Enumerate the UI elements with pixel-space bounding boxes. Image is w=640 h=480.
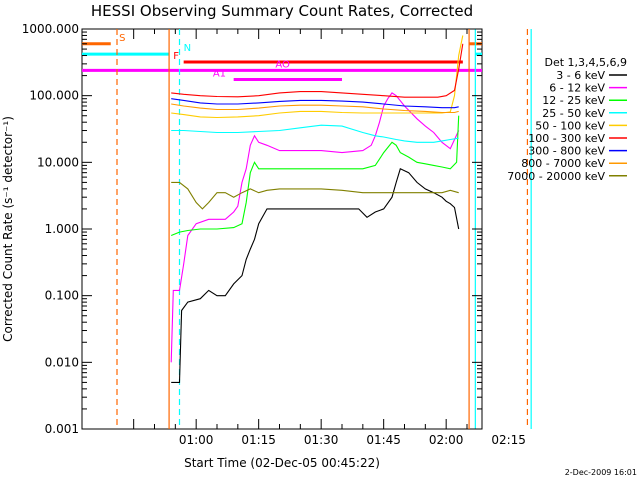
y-tick-label: 0.001 bbox=[45, 422, 79, 436]
y-axis-label: Corrected Count Rate (s⁻¹ detector⁻¹) bbox=[1, 116, 15, 342]
series-line bbox=[171, 98, 459, 109]
flag-bar-label: S bbox=[119, 33, 125, 44]
time-markers bbox=[116, 29, 532, 429]
flag-bar-label: A1 bbox=[213, 68, 226, 79]
y-tick-label: 10.000 bbox=[37, 155, 79, 169]
series-line bbox=[171, 124, 459, 143]
legend-label: 300 - 800 keV bbox=[528, 145, 605, 158]
chart-title: HESSI Observing Summary Count Rates, Cor… bbox=[91, 2, 473, 20]
series-line bbox=[171, 103, 459, 114]
series-line bbox=[170, 115, 460, 237]
x-tick-label: 01:30 bbox=[304, 433, 339, 447]
x-tick-label: 01:45 bbox=[366, 433, 401, 447]
series-line bbox=[171, 181, 459, 210]
plot-area: S NF AO A1 0.001 0.010 0.100 1.000 10.000 100.00… bbox=[22, 22, 532, 447]
flag-bars: S NF AO A1 bbox=[82, 33, 482, 81]
series-line bbox=[171, 43, 464, 98]
x-axis-label: Start Time (02-Dec-05 00:45:22) bbox=[184, 456, 380, 470]
series-line bbox=[171, 35, 464, 119]
y-tick-label: 100.000 bbox=[29, 89, 79, 103]
legend-label: 6 - 12 keV bbox=[549, 82, 605, 95]
x-tick-label: 01:15 bbox=[241, 433, 276, 447]
x-tick-label: 01:00 bbox=[179, 433, 214, 447]
x-tick-label: 02:15 bbox=[491, 433, 526, 447]
y-tick-label: 0.010 bbox=[45, 355, 79, 369]
series-line bbox=[171, 168, 460, 383]
flag-bar-label: F bbox=[173, 51, 179, 62]
y-axis: 0.001 0.010 0.100 1.000 10.000 100.000 1000.00… bbox=[22, 22, 482, 436]
legend-label: 3 - 6 keV bbox=[556, 69, 605, 82]
y-tick-label: 1000.000 bbox=[22, 22, 79, 36]
y-tick-label: 1.000 bbox=[45, 222, 79, 236]
legend-label: 12 - 25 keV bbox=[542, 94, 605, 107]
legend-label: 50 - 100 keV bbox=[535, 119, 605, 132]
x-axis: 01:00 01:15 01:30 01:45 02:00 02:15 bbox=[133, 29, 526, 447]
legend-label: 100 - 300 keV bbox=[528, 132, 605, 145]
y-tick-label: 0.100 bbox=[45, 289, 79, 303]
legend-title: Det 1,3,4,5,6,9 bbox=[544, 56, 627, 69]
flag-bar-label: N bbox=[184, 43, 191, 54]
timestamp: 2-Dec-2009 16:01 bbox=[565, 468, 637, 477]
plot-frame bbox=[81, 28, 483, 430]
series-lines bbox=[170, 35, 464, 383]
legend-label: 25 - 50 keV bbox=[542, 107, 605, 120]
flag-bar-label: AO bbox=[275, 59, 290, 70]
legend-label: 800 - 7000 keV bbox=[521, 157, 605, 170]
legend-label: 7000 - 20000 keV bbox=[507, 170, 605, 183]
series-line bbox=[170, 92, 460, 363]
x-tick-label: 02:00 bbox=[429, 433, 464, 447]
